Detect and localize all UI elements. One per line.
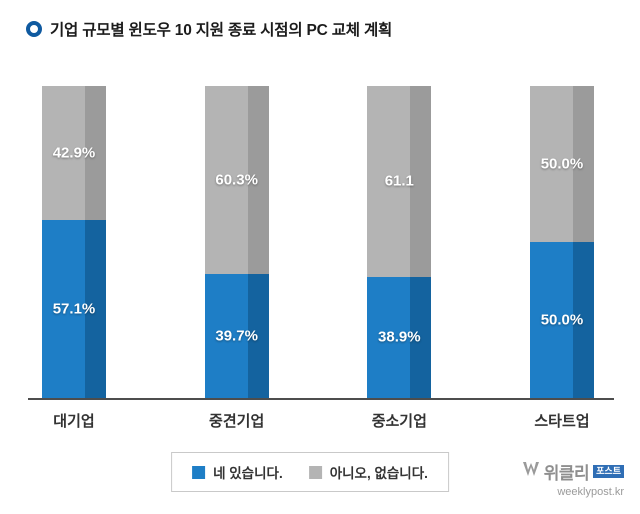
- legend-no-label: 아니오, 없습니다.: [329, 466, 428, 481]
- bar-column-2: 60.3% 39.7% 중견기업: [204, 86, 269, 431]
- watermark-badge: 포스트: [593, 464, 624, 479]
- segment-value-label: 50.0%: [540, 155, 584, 173]
- segment-shade: [247, 274, 269, 398]
- segment-shade: [85, 219, 106, 398]
- bar-stack: 61.1 38.9%: [367, 86, 432, 398]
- segment-no: 60.3%: [204, 86, 269, 275]
- chart-legend: 네 있습니다. 아니오, 없습니다.: [171, 452, 449, 492]
- category-label: 중소기업: [371, 413, 427, 430]
- bar-stack: 42.9% 57.1%: [42, 86, 106, 398]
- chart-title: 기업 규모별 윈도우 10 지원 종료 시점의 PC 교체 계획: [50, 22, 393, 39]
- bullet-icon: [26, 21, 42, 37]
- weeklypost-logo-icon: [522, 461, 540, 482]
- watermark-brand-row: 위클리 포스트: [522, 459, 624, 484]
- segment-shade: [85, 86, 106, 220]
- segment-value-label: 57.1%: [52, 300, 96, 318]
- segment-value-label: 39.7%: [215, 327, 258, 345]
- segment-yes: 38.9%: [367, 276, 432, 398]
- bar-stack: 50.0% 50.0%: [529, 86, 594, 398]
- legend-yes-label: 네 있습니다.: [213, 466, 283, 481]
- segment-shade: [572, 242, 594, 398]
- legend-item-yes: 네 있습니다.: [192, 462, 283, 482]
- watermark-url: weeklypost.kr: [557, 486, 624, 498]
- segment-value-label: 61.1: [384, 172, 414, 190]
- segment-yes: 50.0%: [529, 242, 594, 398]
- legend-yes-swatch: [192, 465, 206, 479]
- legend-item-no: 아니오, 없습니다.: [308, 462, 428, 482]
- segment-no: 42.9%: [42, 86, 106, 220]
- segment-no: 61.1: [367, 86, 432, 277]
- chart-title-row: 기업 규모별 윈도우 10 지원 종료 시점의 PC 교체 계획: [26, 18, 392, 40]
- legend-no-swatch: [308, 465, 322, 479]
- segment-shade: [410, 276, 432, 398]
- segment-value-label: 38.9%: [378, 328, 421, 346]
- watermark-brand: 위클리: [543, 464, 590, 483]
- category-label: 스타트업: [534, 413, 590, 430]
- segment-shade: [247, 86, 269, 275]
- bar-stack: 60.3% 39.7%: [204, 86, 269, 398]
- category-label: 대기업: [53, 413, 95, 430]
- bar-column-1: 42.9% 57.1% 대기업: [42, 86, 106, 431]
- segment-shade: [572, 86, 594, 242]
- segment-value-label: 50.0%: [540, 311, 584, 329]
- segment-value-label: 60.3%: [215, 171, 258, 189]
- segment-yes: 57.1%: [42, 219, 106, 398]
- bar-column-4: 50.0% 50.0% 스타트업: [529, 86, 594, 431]
- bar-chart: 42.9% 57.1% 대기업 60.3% 39.7% 중견기업 61.1 38.9% 중소기업…: [42, 86, 594, 431]
- segment-yes: 39.7%: [204, 274, 269, 398]
- category-label: 중견기업: [209, 413, 265, 430]
- segment-no: 50.0%: [529, 86, 594, 242]
- bar-column-3: 61.1 38.9% 중소기업: [367, 86, 432, 431]
- chart-baseline: [28, 398, 614, 400]
- watermark: 위클리 포스트 weeklypost.kr: [522, 459, 624, 498]
- segment-value-label: 42.9%: [52, 144, 96, 162]
- segment-shade: [410, 86, 432, 277]
